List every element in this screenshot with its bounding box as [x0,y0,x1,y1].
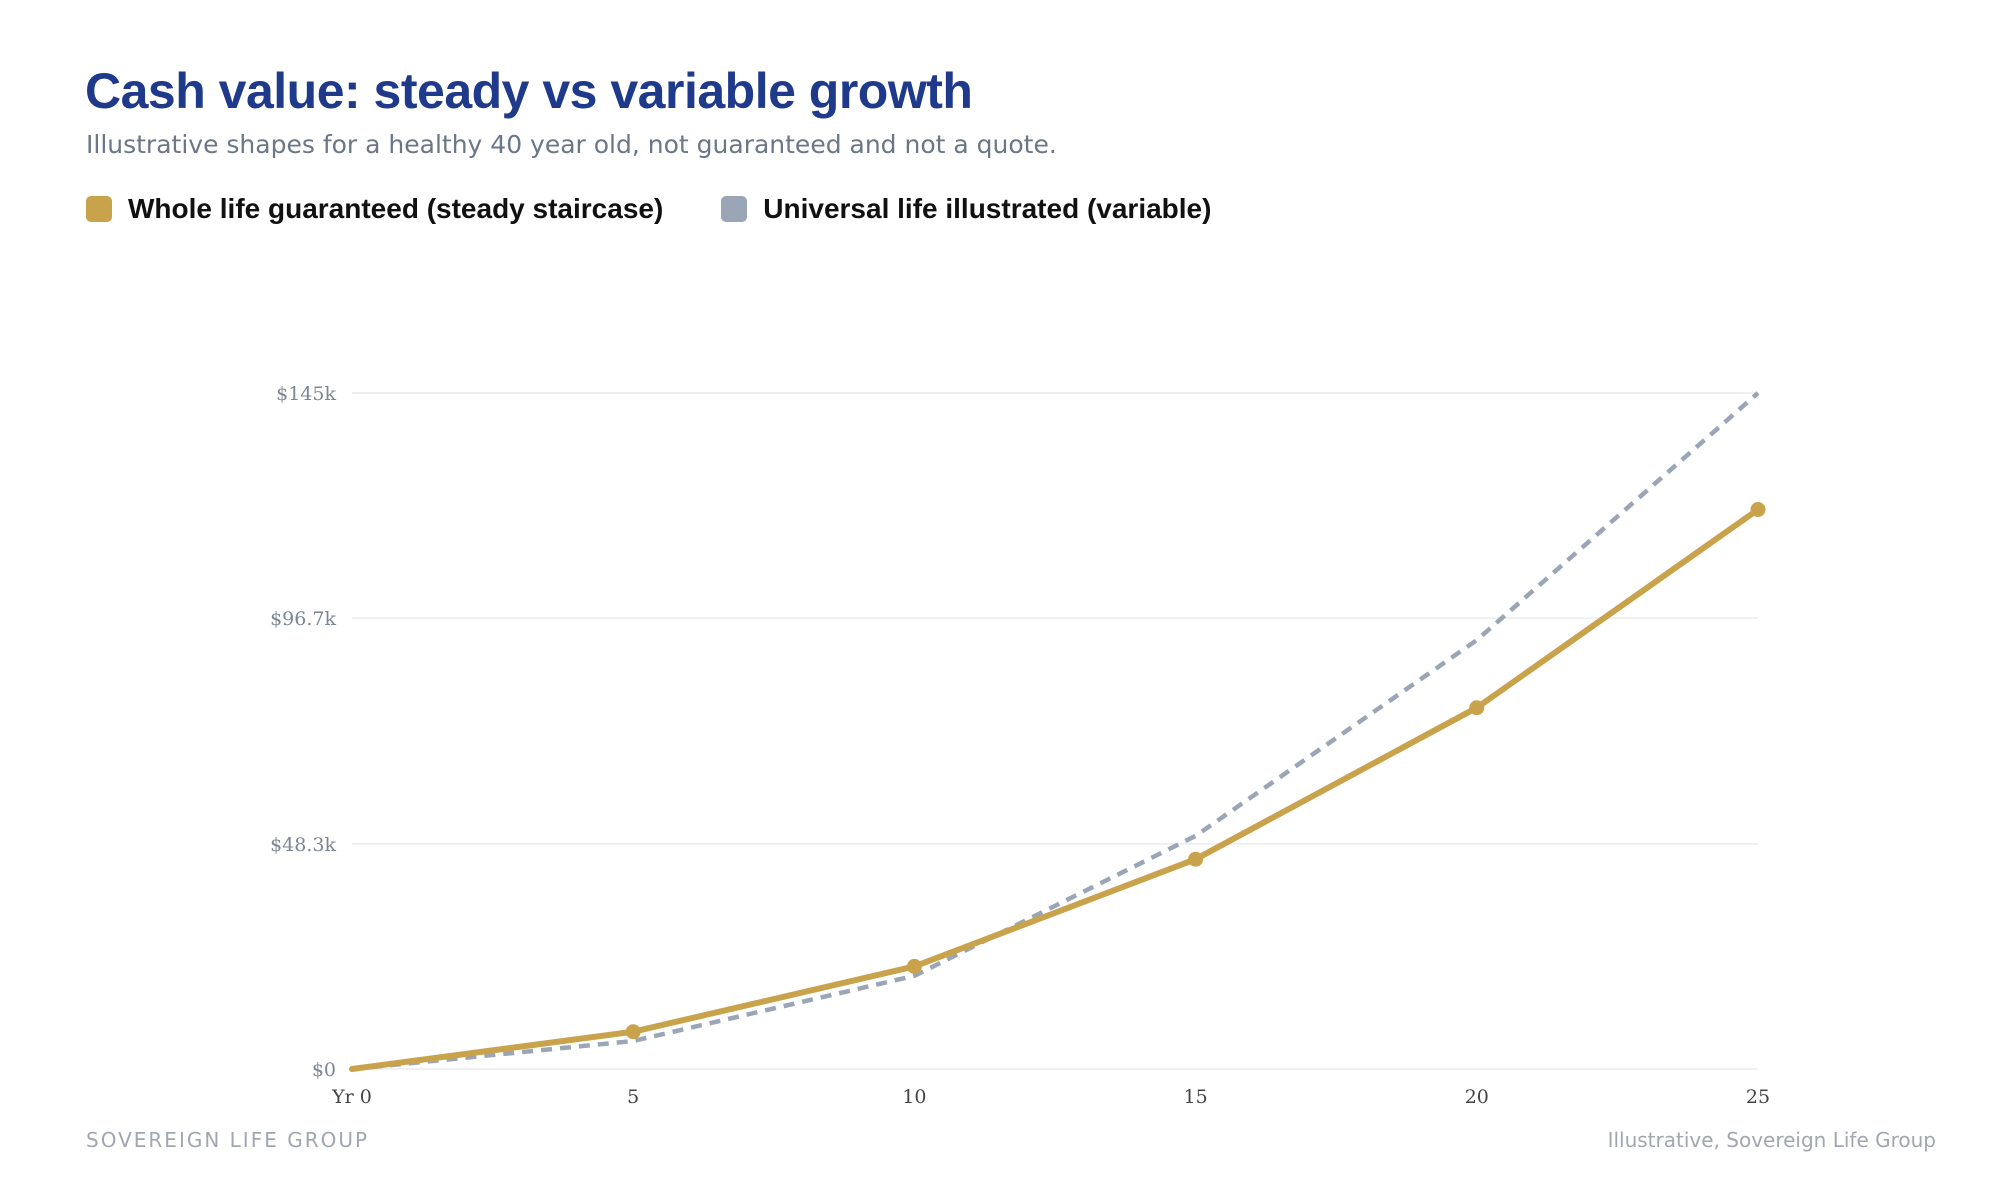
y-tick-label: $0 [312,1059,336,1081]
data-point-whole-life [1188,851,1204,867]
footer-credit: Illustrative, Sovereign Life Group [1607,1128,1936,1152]
x-tick-label: 5 [627,1086,639,1108]
series-line-whole-life [349,506,1761,1072]
chart-subtitle: Illustrative shapes for a healthy 40 yea… [86,130,1057,159]
footer-brand: SOVEREIGN LIFE GROUP [86,1128,370,1152]
y-tick-label: $48.3k [270,834,336,856]
data-point-whole-life [906,958,922,974]
data-point-whole-life [625,1024,641,1040]
legend-item-whole-life: Whole life guaranteed (steady staircase) [86,193,663,225]
x-tick-label: 15 [1184,1086,1208,1108]
legend-item-universal-life: Universal life illustrated (variable) [721,193,1211,225]
x-tick-label: 25 [1746,1086,1770,1108]
series-line-universal-life [351,391,1760,1072]
legend-label-whole-life: Whole life guaranteed (steady staircase) [128,193,664,224]
legend-swatch-whole-life [86,196,112,222]
legend-label-universal-life: Universal life illustrated (variable) [763,193,1212,224]
y-tick-label: $96.7k [270,608,336,630]
legend-swatch-universal-life [721,196,748,222]
data-point-whole-life [1750,502,1766,518]
y-tick-label: $145k [276,383,336,405]
legend: Whole life guaranteed (steady staircase)… [86,193,1211,225]
x-tick-label: 20 [1465,1086,1489,1108]
chart-title: Cash value: steady vs variable growth [85,63,973,119]
data-point-whole-life [1469,700,1485,716]
x-tick-label: 10 [902,1086,926,1108]
x-tick-label: Yr 0 [331,1086,372,1108]
